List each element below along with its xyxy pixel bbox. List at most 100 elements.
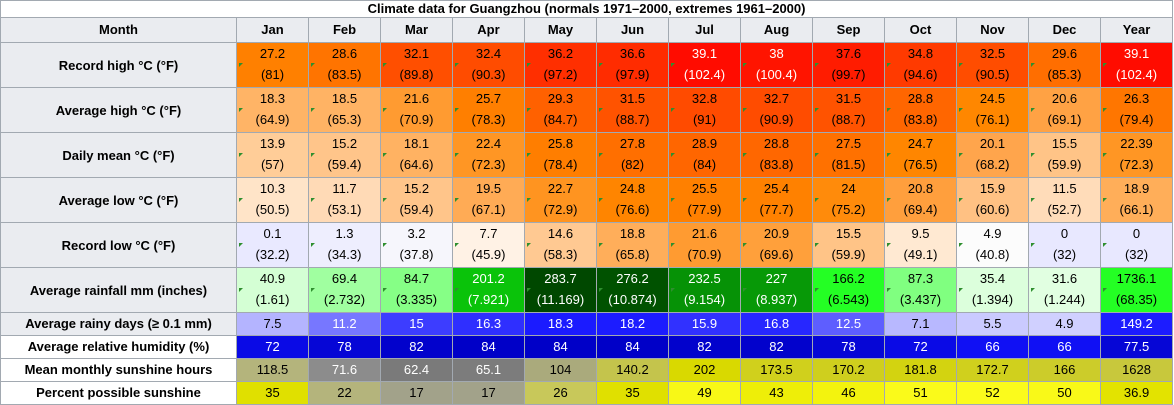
triangle-marker-icon	[743, 288, 747, 292]
data-cell: 27.5 (81.5)	[812, 132, 885, 178]
primary-value: 18.1	[403, 136, 430, 151]
primary-value: 3.2	[407, 226, 426, 241]
data-cell: 29.6 (85.3)	[1028, 42, 1101, 88]
converted-value: (50.5)	[255, 202, 290, 217]
converted-value: (2.732)	[323, 292, 366, 307]
converted-value: (1.244)	[1043, 292, 1086, 307]
primary-value: 19.5	[475, 181, 502, 196]
converted-value: (78.3)	[471, 112, 506, 127]
converted-value: (11.169)	[536, 292, 585, 307]
data-cell: 118.5	[236, 358, 309, 382]
month-header-apr: Apr	[452, 17, 525, 43]
data-cell: 71.6	[308, 358, 381, 382]
triangle-marker-icon	[743, 108, 747, 112]
primary-value: 21.6	[691, 226, 718, 241]
triangle-marker-icon	[527, 243, 531, 247]
month-header-aug: Aug	[740, 17, 813, 43]
primary-value: 13.9	[259, 136, 286, 151]
data-cell: 65.1	[452, 358, 525, 382]
data-cell: 25.7 (78.3)	[452, 87, 525, 133]
primary-value: 22.7	[547, 181, 574, 196]
primary-value: 20.8	[907, 181, 934, 196]
converted-value: (49.1)	[903, 247, 938, 262]
data-cell: 37.6 (99.7)	[812, 42, 885, 88]
data-cell: 38 (100.4)	[740, 42, 813, 88]
data-cell: 31.5 (88.7)	[596, 87, 669, 133]
primary-value: 39.1	[1123, 46, 1150, 61]
triangle-marker-icon	[383, 63, 387, 67]
triangle-marker-icon	[1031, 288, 1035, 292]
data-cell: 4.9	[1028, 312, 1101, 336]
data-cell: 15.5 (59.9)	[812, 222, 885, 268]
triangle-marker-icon	[311, 63, 315, 67]
data-cell: 11.2	[308, 312, 381, 336]
data-cell: 25.4 (77.7)	[740, 177, 813, 223]
data-cell: 28.6 (83.5)	[308, 42, 381, 88]
converted-value: (90.5)	[975, 67, 1010, 82]
converted-value: (6.543)	[827, 292, 870, 307]
converted-value: (69.6)	[759, 247, 794, 262]
converted-value: (8.937)	[755, 292, 798, 307]
primary-value: 22.4	[475, 136, 502, 151]
data-cell: 27.8 (82)	[596, 132, 669, 178]
converted-value: (72.3)	[1119, 157, 1154, 172]
triangle-marker-icon	[239, 153, 243, 157]
data-cell: 28.8 (83.8)	[884, 87, 957, 133]
primary-value: 28.8	[763, 136, 790, 151]
data-cell: 69.4 (2.732)	[308, 267, 381, 313]
converted-value: (70.9)	[687, 247, 722, 262]
triangle-marker-icon	[383, 153, 387, 157]
primary-value: 37.6	[835, 46, 862, 61]
triangle-marker-icon	[1103, 288, 1107, 292]
triangle-marker-icon	[671, 63, 675, 67]
data-cell: 18.3	[524, 312, 597, 336]
primary-value: 20.6	[1051, 91, 1078, 106]
data-cell: 32.5 (90.5)	[956, 42, 1029, 88]
data-cell: 7.7 (45.9)	[452, 222, 525, 268]
data-cell: 39.1 (102.4)	[1099, 42, 1174, 88]
primary-value: 40.9	[259, 271, 286, 286]
primary-value: 1736.1	[1116, 271, 1157, 286]
converted-value: (72.9)	[543, 202, 578, 217]
triangle-marker-icon	[815, 198, 819, 202]
primary-value: 28.6	[331, 46, 358, 61]
triangle-marker-icon	[239, 63, 243, 67]
triangle-marker-icon	[959, 288, 963, 292]
primary-value: 39.1	[691, 46, 718, 61]
month-header-oct: Oct	[884, 17, 957, 43]
primary-value: 24	[841, 181, 856, 196]
primary-value: 11.5	[1052, 181, 1077, 196]
converted-value: (88.7)	[615, 112, 650, 127]
data-cell: 283.7 (11.169)	[524, 267, 597, 313]
table-row: Average rainfall mm (inches) 40.9 (1.61) 69…	[0, 267, 1174, 313]
converted-value: (81)	[260, 67, 285, 82]
triangle-marker-icon	[455, 108, 459, 112]
triangle-marker-icon	[1031, 108, 1035, 112]
table-row: Daily mean °C (°F) 13.9 (57) 15.2 (59.4) 18.1…	[0, 132, 1174, 178]
triangle-marker-icon	[887, 63, 891, 67]
triangle-marker-icon	[1103, 108, 1107, 112]
triangle-marker-icon	[1103, 198, 1107, 202]
data-cell: 20.9 (69.6)	[740, 222, 813, 268]
triangle-marker-icon	[815, 63, 819, 67]
month-header-feb: Feb	[308, 17, 381, 43]
data-cell: 25.8 (78.4)	[524, 132, 597, 178]
data-cell: 140.2	[596, 358, 669, 382]
triangle-marker-icon	[455, 63, 459, 67]
data-cell: 34.8 (94.6)	[884, 42, 957, 88]
table-row: Record low °C (°F) 0.1 (32.2) 1.3 (34.3) 3.2 (…	[0, 222, 1174, 268]
converted-value: (88.7)	[831, 112, 866, 127]
primary-value: 31.5	[619, 91, 646, 106]
converted-value: (97.2)	[543, 67, 578, 82]
data-cell: 77.5	[1099, 335, 1174, 359]
triangle-marker-icon	[671, 153, 675, 157]
primary-value: 29.3	[547, 91, 574, 106]
converted-value: (85.3)	[1047, 67, 1082, 82]
primary-value: 27.2	[259, 46, 286, 61]
row-label: Daily mean °C (°F)	[0, 132, 237, 178]
triangle-marker-icon	[239, 198, 243, 202]
triangle-marker-icon	[383, 288, 387, 292]
data-cell: 20.1 (68.2)	[956, 132, 1029, 178]
primary-value: 166.2	[832, 271, 865, 286]
